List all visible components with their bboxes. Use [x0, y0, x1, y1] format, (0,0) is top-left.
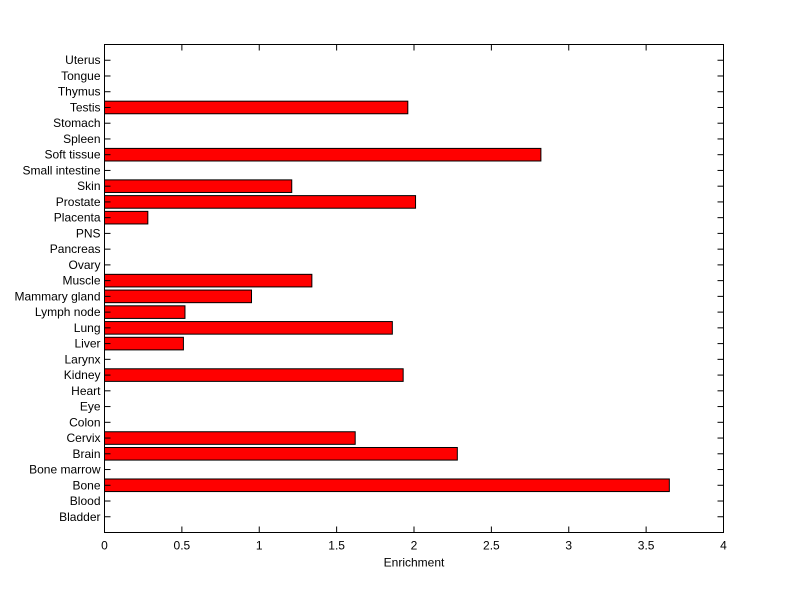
- y-tick-label: Uterus: [65, 53, 100, 67]
- y-tick-label: Skin: [77, 179, 100, 193]
- bar-skin: [104, 179, 293, 193]
- y-tick-label: Cervix: [66, 431, 100, 445]
- x-tick-label: 2: [411, 539, 418, 553]
- y-tick-label: Bone: [72, 478, 100, 492]
- y-tick-label: Prostate: [56, 195, 101, 209]
- bar-placenta: [104, 210, 149, 225]
- x-tick-label: 2.5: [483, 539, 500, 553]
- y-tick-label: Lung: [74, 321, 101, 335]
- y-tick-label: Brain: [72, 447, 100, 461]
- bar-prostate: [104, 195, 417, 209]
- y-tick-label: Testis: [70, 100, 101, 114]
- bar-bone: [104, 478, 670, 493]
- bar-kidney: [104, 368, 404, 382]
- x-axis: 0 0.5 1 1.5 2 2.5 3 3.5 4: [101, 44, 727, 553]
- x-tick-label: 3.5: [638, 539, 655, 553]
- x-tick-label: 1.5: [328, 539, 345, 553]
- bar-liver: [104, 336, 184, 351]
- y-tick-label: Liver: [74, 337, 100, 351]
- y-tick-label: Blood: [70, 494, 101, 508]
- y-tick-label: Muscle: [62, 274, 100, 288]
- x-tick-label: 1: [256, 539, 263, 553]
- x-tick-label: 3: [565, 539, 572, 553]
- bar-cervix: [104, 431, 356, 445]
- x-tick-label: 0.5: [174, 539, 191, 553]
- x-axis-label: Enrichment: [384, 556, 445, 570]
- y-tick-label: Thymus: [58, 85, 101, 99]
- y-tick-label: Small intestine: [22, 163, 100, 177]
- y-tick-label: Bladder: [59, 510, 100, 524]
- y-tick-label: Kidney: [64, 368, 101, 382]
- y-tick-label: Spleen: [63, 132, 100, 146]
- y-tick-label: Heart: [71, 384, 101, 398]
- y-tick-label: Eye: [80, 400, 101, 414]
- bar-testis: [104, 100, 409, 115]
- bar-brain: [104, 446, 458, 461]
- bar-mammary-gland: [104, 289, 253, 304]
- y-tick-label: Lymph node: [35, 305, 101, 319]
- y-tick-label: Bone marrow: [29, 463, 101, 477]
- bar-muscle: [104, 273, 313, 288]
- y-tick-label: Tongue: [61, 69, 101, 83]
- y-tick-label: Stomach: [53, 116, 100, 130]
- y-tick-label: Colon: [69, 415, 100, 429]
- y-tick-label: Soft tissue: [44, 148, 100, 162]
- bar-soft-tissue: [104, 147, 542, 162]
- y-tick-label: PNS: [76, 226, 101, 240]
- y-tick-label: Ovary: [68, 258, 100, 272]
- bars-group: [104, 100, 670, 493]
- y-tick-label: Mammary gland: [14, 289, 100, 303]
- y-tick-label: Placenta: [54, 211, 101, 225]
- y-tick-label: Pancreas: [50, 242, 101, 256]
- x-tick-label: 4: [720, 539, 727, 553]
- y-tick-label: Larynx: [64, 352, 100, 366]
- x-tick-label: 0: [101, 539, 108, 553]
- bar-lymph-node: [104, 305, 186, 319]
- bar-lung: [104, 321, 393, 335]
